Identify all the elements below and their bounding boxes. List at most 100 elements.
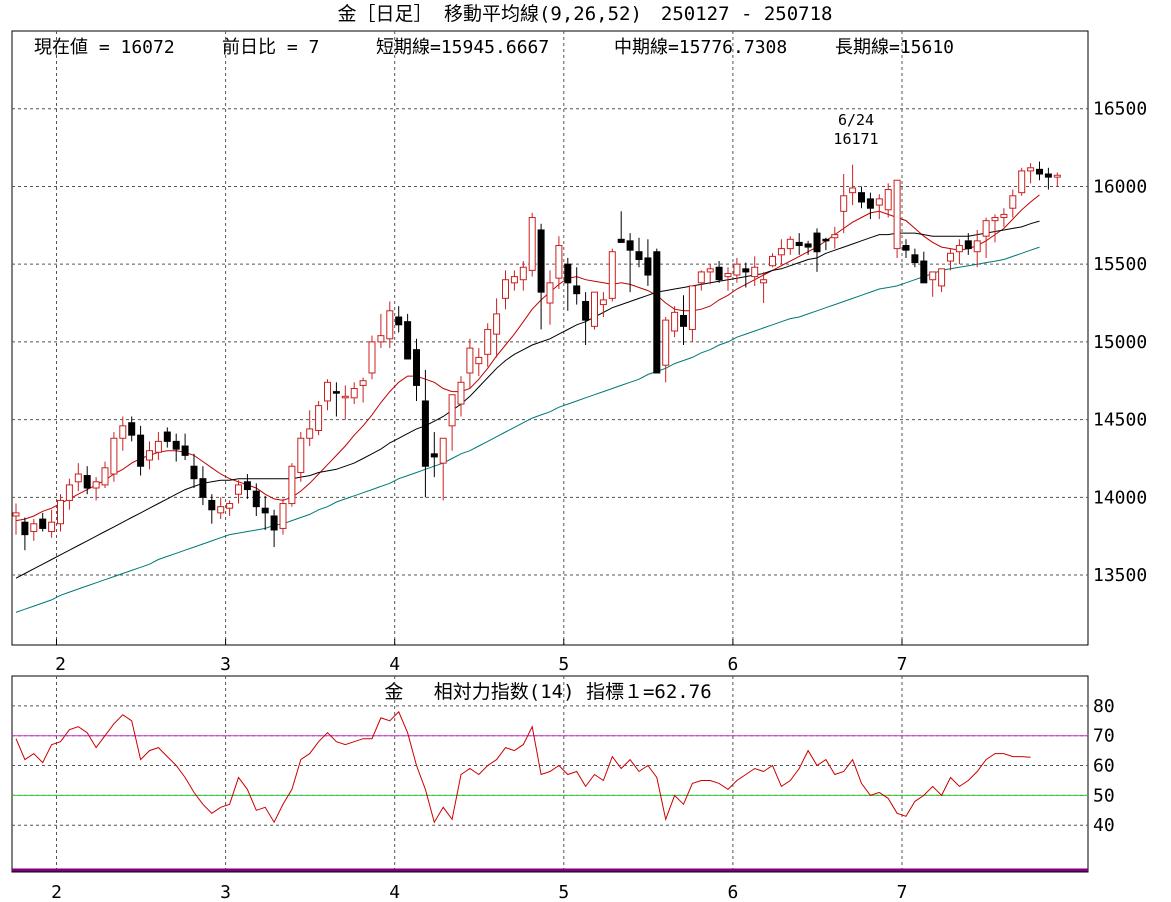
- candle-body: [573, 285, 581, 295]
- candle-body: [12, 512, 20, 517]
- main-x-tick-label: 6: [727, 654, 738, 675]
- candle: [849, 164, 857, 206]
- rsi-series: [15, 710, 1031, 824]
- moving-average-lines: [15, 194, 1040, 613]
- candle: [688, 285, 696, 342]
- candle-body: [341, 395, 349, 399]
- main-chart-title: 金［日足］ 移動平均線(9,26,52) 250127 - 250718: [338, 3, 833, 25]
- candle: [128, 416, 136, 442]
- ma-line: [15, 194, 1040, 522]
- main-y-tick-label: 13500: [1093, 565, 1147, 586]
- candle: [270, 509, 278, 548]
- candle: [110, 432, 118, 482]
- candle-body: [101, 467, 109, 486]
- candle: [368, 335, 376, 380]
- candle: [911, 248, 919, 268]
- candle-body: [537, 229, 545, 293]
- info-change: 前日比 = 7: [222, 37, 319, 58]
- rsi-x-tick-label: 5: [558, 882, 569, 902]
- candle-body: [21, 521, 29, 536]
- candle: [715, 261, 723, 283]
- candle-body: [502, 279, 509, 299]
- candle-body: [724, 272, 732, 278]
- candle-body: [377, 335, 385, 343]
- candle-body: [421, 400, 429, 467]
- candle-body: [635, 251, 643, 261]
- candle: [884, 183, 892, 218]
- candle: [947, 248, 954, 271]
- candle-body: [413, 349, 420, 386]
- candle-body: [893, 179, 901, 250]
- candle-body: [875, 198, 883, 206]
- main-x-tick-label: 4: [389, 654, 400, 675]
- candle: [786, 236, 794, 255]
- candle: [893, 179, 901, 258]
- candle-body: [368, 341, 376, 374]
- candle-body: [226, 503, 234, 509]
- candle: [1036, 161, 1043, 181]
- main-y-tick-label: 16000: [1093, 176, 1147, 197]
- candle-body: [252, 490, 260, 508]
- candle: [626, 233, 634, 293]
- candle: [341, 385, 349, 420]
- candle-body: [920, 260, 928, 284]
- candle-body: [217, 506, 225, 514]
- candle: [582, 292, 590, 345]
- candle-body: [964, 240, 972, 250]
- candle-body: [706, 268, 714, 273]
- candle-body: [564, 263, 572, 284]
- candle-body: [751, 266, 759, 278]
- candle: [359, 377, 367, 403]
- candle: [137, 425, 145, 476]
- rsi-y-tick-label: 50: [1093, 785, 1115, 806]
- main-plot-frame: [11, 30, 1089, 646]
- candle: [48, 509, 56, 538]
- candle: [315, 400, 323, 436]
- candle: [1009, 189, 1017, 218]
- main-x-tick-label: 3: [220, 654, 231, 675]
- main-y-tick-label: 14000: [1093, 487, 1147, 508]
- candle-body: [457, 381, 465, 405]
- candle-body: [65, 484, 73, 501]
- candle: [795, 233, 803, 255]
- candle-body: [243, 481, 251, 491]
- candle-body: [849, 187, 857, 194]
- candle-body: [955, 245, 963, 253]
- candle: [644, 239, 652, 286]
- candle-body: [448, 394, 456, 427]
- rsi-x-tick-label: 3: [220, 882, 231, 902]
- rsi-x-tick-label: 2: [51, 882, 62, 902]
- candle-body: [163, 431, 171, 442]
- main-x-tick-label: 2: [55, 654, 66, 675]
- candle-body: [777, 248, 785, 256]
- candle-body: [350, 388, 358, 399]
- candle: [680, 295, 687, 345]
- candle: [1053, 172, 1061, 187]
- candle-body: [154, 440, 162, 453]
- candle: [413, 338, 420, 401]
- candle-body: [439, 437, 447, 464]
- candle: [813, 228, 821, 272]
- candle-body: [208, 499, 216, 511]
- candle-body: [386, 310, 394, 340]
- rsi-y-tick-label: 70: [1093, 726, 1115, 747]
- main-y-tick-label: 16500: [1093, 99, 1147, 120]
- rsi-reference-lines: [12, 735, 1088, 796]
- candle-body: [902, 245, 910, 251]
- candle-body: [742, 268, 750, 273]
- candle: [181, 433, 189, 461]
- candle-body: [83, 475, 91, 489]
- candle: [546, 270, 554, 325]
- candle-body: [546, 282, 554, 304]
- candle: [537, 223, 545, 330]
- candle: [39, 512, 47, 532]
- candle: [973, 229, 981, 268]
- candle-body: [715, 266, 723, 281]
- candle: [697, 270, 705, 291]
- candle: [555, 236, 563, 290]
- candle: [65, 478, 73, 510]
- candle-body: [991, 217, 999, 222]
- candle: [377, 313, 385, 349]
- candle: [510, 270, 518, 291]
